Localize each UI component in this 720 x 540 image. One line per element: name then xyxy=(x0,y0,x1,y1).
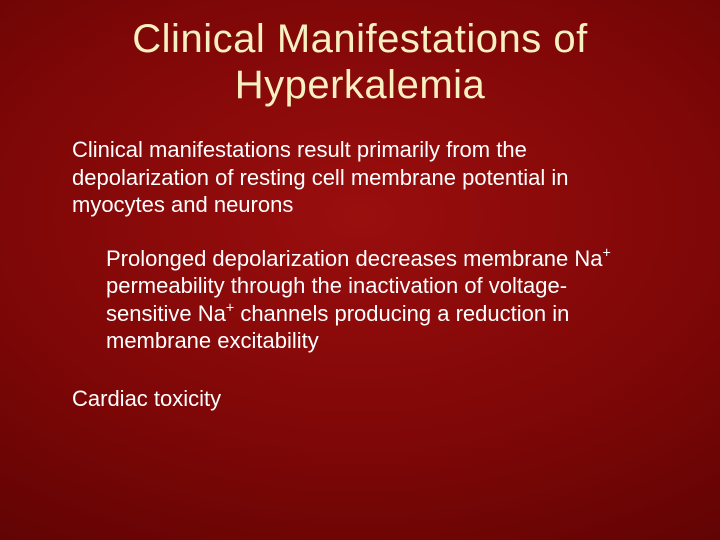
slide-container: Clinical Manifestations of Hyperkalemia … xyxy=(0,0,720,540)
body-paragraph-1: Clinical manifestations result primarily… xyxy=(72,136,650,219)
body-paragraph-3: Cardiac toxicity xyxy=(72,385,660,413)
body-paragraph-2: Prolonged depolarization decreases membr… xyxy=(106,245,640,355)
slide-title: Clinical Manifestations of Hyperkalemia xyxy=(60,16,660,108)
